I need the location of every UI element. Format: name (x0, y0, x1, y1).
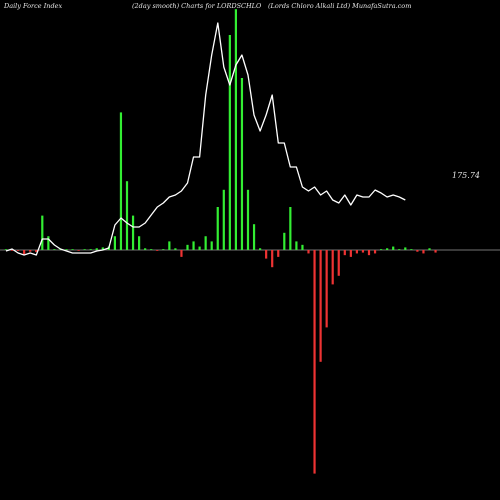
force-bar (277, 250, 280, 257)
force-bar (198, 246, 201, 250)
force-bar (113, 236, 116, 250)
force-bar (53, 249, 56, 250)
force-bar (386, 248, 389, 250)
force-bar (71, 249, 74, 250)
force-bar (252, 224, 256, 250)
force-bar (222, 189, 225, 250)
force-bar (355, 250, 358, 254)
force-bar (259, 248, 262, 250)
force-bar (83, 249, 86, 250)
force-bar (156, 250, 159, 251)
force-bar (216, 207, 219, 250)
force-bar (95, 248, 98, 250)
force-bar (337, 250, 340, 276)
force-bar (228, 35, 231, 250)
force-bar (404, 247, 407, 250)
force-bar (144, 248, 147, 250)
force-index-bars (4, 9, 437, 474)
force-bar (77, 250, 80, 251)
force-bar (186, 244, 189, 250)
force-bar (4, 249, 8, 250)
force-bar (289, 207, 292, 250)
chart-header-right: (Lords Chloro Alkali Ltd) MunafaSutra.co… (268, 2, 412, 10)
force-bar (398, 249, 401, 250)
force-bar (29, 250, 32, 252)
force-bar (349, 250, 352, 257)
force-bar (174, 248, 177, 250)
chart-header-left: Daily Force Index (4, 2, 63, 10)
force-bar (138, 236, 141, 250)
force-bar (192, 241, 195, 250)
force-bar (150, 249, 153, 250)
force-bar (434, 250, 437, 253)
force-bar (367, 250, 371, 256)
force-bar (210, 241, 213, 250)
force-bar (295, 241, 298, 250)
force-bar (240, 78, 244, 250)
force-bar (422, 250, 425, 254)
force-bar (331, 250, 334, 285)
force-bar (307, 250, 310, 254)
force-bar (325, 250, 328, 328)
force-bar (47, 236, 50, 250)
price-label: 175.74 (452, 171, 480, 180)
force-bar (428, 248, 431, 250)
price-line (5, 22, 406, 256)
force-bar (10, 250, 14, 251)
force-bar (89, 249, 92, 250)
force-bar (65, 249, 68, 250)
force-bar (162, 249, 165, 250)
force-bar (180, 250, 183, 257)
force-bar (271, 250, 274, 268)
force-bar (392, 246, 395, 250)
force-bar (119, 112, 123, 251)
force-bar (319, 250, 322, 362)
force-bar (416, 250, 419, 252)
force-bar (23, 250, 26, 255)
force-bar (283, 232, 286, 250)
force-bar (373, 250, 377, 254)
force-bar (361, 250, 365, 253)
force-bar (125, 181, 129, 250)
force-bar (41, 215, 44, 250)
force-bar (343, 250, 346, 256)
force-bar (313, 250, 316, 474)
force-bar (168, 241, 171, 250)
force-bar (35, 250, 38, 253)
force-bar (131, 215, 135, 250)
force-bar (265, 250, 268, 259)
force-bar (246, 189, 250, 250)
force-bar (380, 249, 383, 250)
force-bar (301, 244, 304, 250)
force-bar (234, 9, 237, 251)
force-bar (204, 236, 207, 250)
chart-header-center: (2day smooth) Charts for LORDSCHLO (132, 2, 262, 10)
force-bar (101, 247, 104, 250)
force-bar (410, 249, 413, 250)
force-bar (17, 250, 20, 251)
